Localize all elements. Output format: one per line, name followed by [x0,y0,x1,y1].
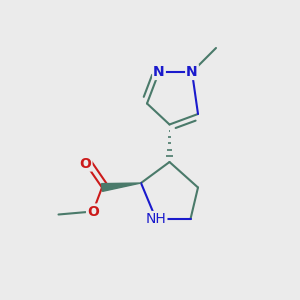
Text: N: N [186,65,198,79]
Text: N: N [153,65,165,79]
Polygon shape [102,183,141,191]
Text: NH: NH [146,212,167,226]
Text: O: O [87,205,99,218]
Text: O: O [80,157,92,170]
